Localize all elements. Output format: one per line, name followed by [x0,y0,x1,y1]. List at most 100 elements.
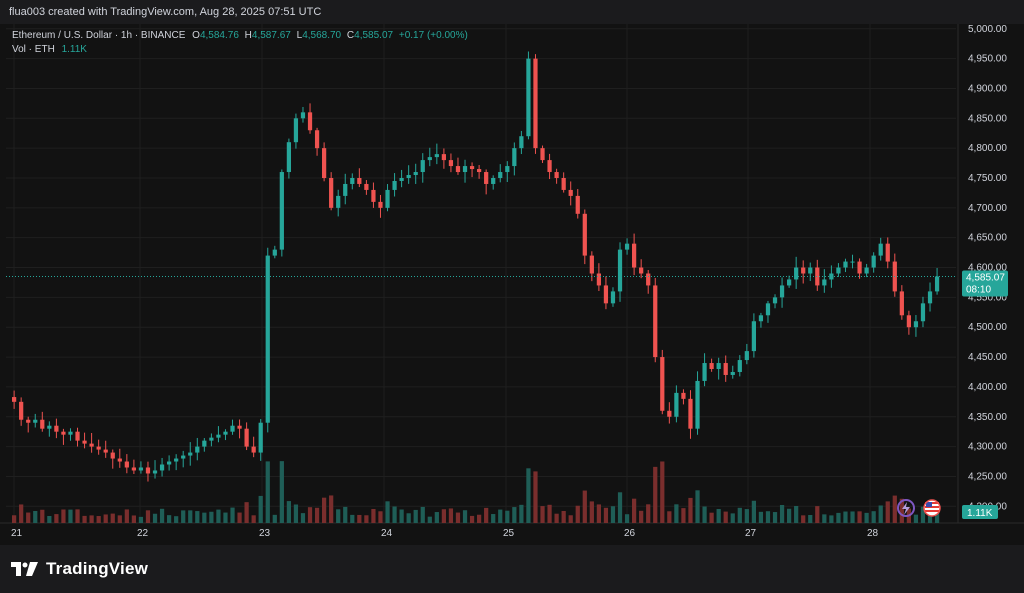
candle-body [462,166,468,173]
candle-body [448,160,454,167]
candle-body [195,446,200,453]
volume-bar [406,513,411,523]
price-axis[interactable]: 5,000.00 4,950.00 4,900.00 4,850.00 4,800.00… [968,24,1007,512]
volume-bar [251,515,256,523]
time-axis[interactable]: 21 22 23 24 25 26 27 28 [11,528,879,539]
volume-bar [639,510,644,523]
y-tick-label: 4,950.00 [968,54,1007,65]
candle-body [561,177,566,190]
candle-body [19,401,24,420]
candle-body [843,261,848,268]
volume-bar [519,504,524,523]
volume-bar [617,492,623,523]
candlestick-chart[interactable]: 5,000.00 4,950.00 4,900.00 4,850.00 4,800.00… [0,24,1024,545]
candle-body [575,195,580,214]
volume-bar [667,511,672,523]
y-tick-label: 4,550.00 [968,292,1007,303]
volume-bar [68,509,73,523]
candle-body [540,148,545,161]
legend-open: 4,584.76 [200,30,239,41]
volume-bar [808,514,813,523]
candle-body [723,363,728,375]
candle-body [934,276,940,292]
legend-low: 4,568.70 [302,30,341,41]
x-tick-label: 25 [503,528,515,539]
candle-body [554,172,559,178]
candle-body [258,422,263,453]
candle-body [913,321,919,328]
candle-body [864,267,869,274]
volume-bar [864,512,869,523]
volume-bar [505,510,510,523]
y-tick-label: 4,600.00 [968,263,1007,274]
candle-body [885,243,890,262]
volume-bar [33,510,38,523]
candle-body [378,201,383,208]
lightning-icon[interactable] [897,499,915,517]
chart-area[interactable]: 5,000.00 4,950.00 4,900.00 4,850.00 4,800.00… [0,24,1024,545]
volume-bar [913,514,919,523]
candle-body [272,249,277,256]
y-tick-label: 4,500.00 [968,322,1007,333]
volume-bar [188,510,193,523]
attribution-bar: flua003 created with TradingView.com, Au… [0,0,1024,24]
y-tick-label: 4,650.00 [968,233,1007,244]
tradingview-logo[interactable]: TradingView [10,557,148,581]
candle-body [582,213,587,256]
volume-bar [920,506,926,523]
volume-bar [357,514,362,523]
candle-body [491,177,496,184]
volume-bar [307,507,313,523]
volume-bar [314,507,320,523]
volume-bar [730,513,735,523]
x-tick-label: 26 [624,528,636,539]
candle-body [124,461,129,468]
volume-bar [554,513,559,523]
candle-body [603,285,609,304]
legend-line: Ethereum / U.S. Dollar · 1h · BINANCE O4… [12,30,468,41]
volume-bar [293,504,299,523]
price-tag-value: 4,585.07 [966,272,1005,283]
volume-bar [364,515,369,523]
volume-bar [815,506,820,523]
candle-body [223,431,228,435]
candle-body [906,315,911,328]
volume-bar [498,509,503,523]
volume-bar [885,501,890,523]
candle-body [822,279,827,286]
candle-body [117,458,122,462]
volume-bar [12,515,17,523]
candle-body [801,267,806,274]
volume-bar [350,514,355,523]
candle-body [836,267,841,274]
volume-bar [378,511,383,523]
volume-bar [794,505,799,523]
candle-body [744,351,749,361]
candle-body [96,446,101,450]
legend-close: 4,585.07 [354,30,393,41]
candle-body [385,189,390,208]
candle-body [47,425,52,429]
candle-body [808,267,813,274]
volume-bar [526,468,531,523]
candle-body [716,363,721,370]
candle-body [899,291,904,316]
candle-body [434,154,439,158]
volume-bar [448,508,454,523]
volume-bar [477,514,482,523]
volume-bar [329,495,334,523]
candle-body [68,431,73,435]
volume-bar [850,511,855,523]
volume-bar [103,514,108,523]
candle-body [307,112,313,131]
volume-bar [765,511,771,523]
candle-body [484,172,489,184]
us-flag-icon[interactable] [923,499,941,517]
price-tag-countdown: 08:10 [966,284,991,295]
volume-bar [822,514,827,523]
candle-body [279,172,284,250]
candle-body [33,419,38,423]
candle-body [110,452,115,459]
candle-body [145,467,151,474]
candle-body [413,172,418,176]
